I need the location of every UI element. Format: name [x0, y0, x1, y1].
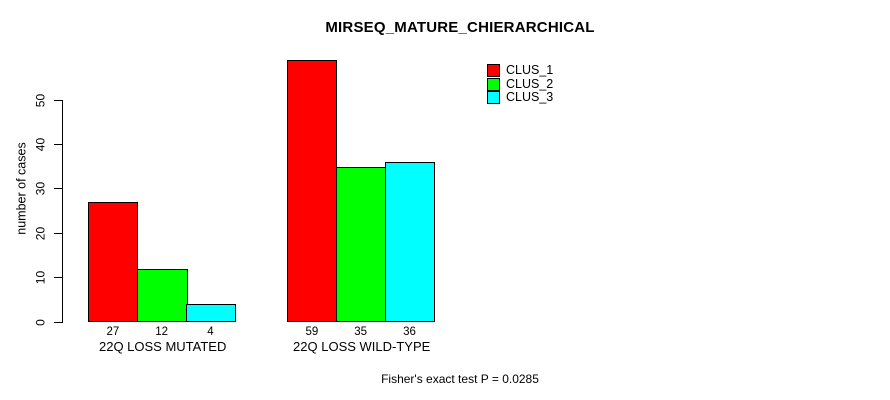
bar-value-label: 36: [403, 326, 416, 338]
legend-item: CLUS_1: [487, 64, 553, 78]
x-category-label: 22Q LOSS WILD-TYPE: [293, 339, 431, 354]
bar-clus_1-group1: [88, 202, 138, 322]
legend-label: CLUS_1: [506, 63, 554, 78]
legend-swatch-clus_3: [487, 91, 500, 105]
footnote-pvalue: Fisher's exact test P = 0.0285: [381, 372, 539, 386]
y-axis-line: [62, 100, 63, 323]
x-category-label: 22Q LOSS MUTATED: [98, 339, 227, 354]
y-tick-mark: [54, 99, 62, 101]
legend: CLUS_1 CLUS_2 CLUS_3: [487, 64, 553, 105]
legend-item: CLUS_3: [487, 91, 553, 105]
bar-clus_3-group2: [384, 162, 436, 322]
bar-value-label: 27: [106, 326, 120, 338]
y-tick-mark: [54, 232, 62, 234]
legend-label: CLUS_2: [506, 76, 554, 91]
y-tick-mark: [54, 277, 62, 279]
bar-clus_3-group1: [185, 304, 237, 322]
bar-value-label: 35: [354, 326, 368, 338]
y-tick-mark: [54, 321, 62, 323]
legend-label: CLUS_3: [506, 90, 554, 105]
bar-value-label: 4: [207, 326, 214, 338]
bar-value-label: 12: [155, 326, 169, 338]
bar-clus_2-group1: [136, 268, 188, 322]
y-tick-mark: [54, 143, 62, 145]
legend-swatch-clus_1: [487, 64, 500, 78]
chart-title: MIRSEQ_MATURE_CHIERARCHICAL: [325, 19, 595, 36]
y-tick-mark: [54, 188, 62, 190]
legend-swatch-clus_2: [487, 77, 500, 91]
legend-item: CLUS_2: [487, 76, 554, 92]
bar-value-label: 59: [305, 326, 319, 338]
bar-clus_2-group2: [335, 166, 387, 322]
